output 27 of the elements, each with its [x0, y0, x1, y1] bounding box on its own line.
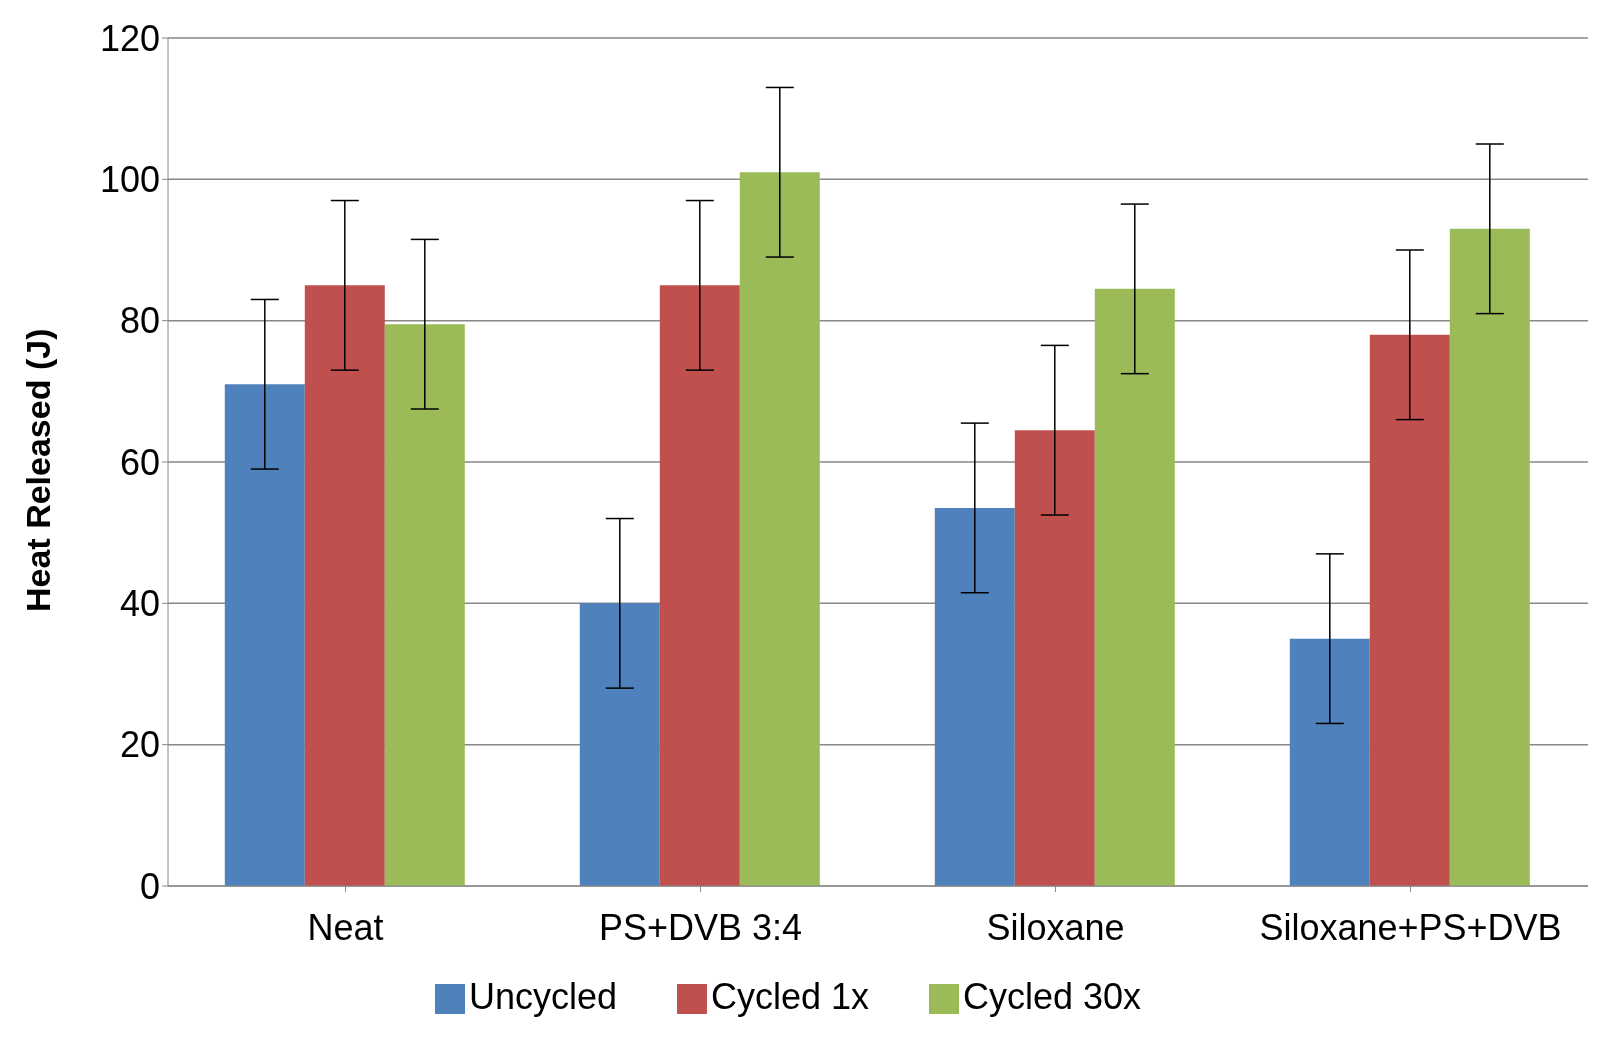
y-tick-label: 120	[99, 17, 160, 59]
bar	[579, 603, 660, 886]
x-tick-label: PS+DVB 3:4	[598, 906, 803, 948]
legend-label: Uncycled	[468, 976, 617, 1017]
y-tick-label: 20	[119, 724, 160, 766]
bar	[1014, 430, 1095, 886]
x-tick-label: Siloxane	[986, 906, 1125, 948]
y-axis-title: Heat Released (J)	[19, 328, 58, 612]
y-tick-label: 60	[119, 441, 160, 483]
bar	[1369, 334, 1450, 886]
bar	[1094, 288, 1175, 886]
bar	[739, 172, 820, 886]
bar	[1449, 228, 1530, 886]
bar	[934, 507, 1015, 886]
x-tick-label: Neat	[307, 906, 384, 948]
y-tick-label: 0	[139, 865, 160, 907]
legend-label: Cycled 30x	[963, 976, 1142, 1017]
x-tick-label: Siloxane+PS+DVB	[1259, 906, 1562, 948]
y-tick-label: 100	[99, 159, 160, 201]
bar	[1289, 638, 1370, 886]
bar	[304, 285, 385, 886]
legend-label: Cycled 1x	[710, 976, 870, 1017]
y-tick-label: 40	[119, 583, 160, 625]
y-tick-label: 80	[119, 300, 160, 342]
bar	[224, 384, 305, 886]
bar	[384, 324, 465, 886]
bar	[659, 285, 740, 886]
